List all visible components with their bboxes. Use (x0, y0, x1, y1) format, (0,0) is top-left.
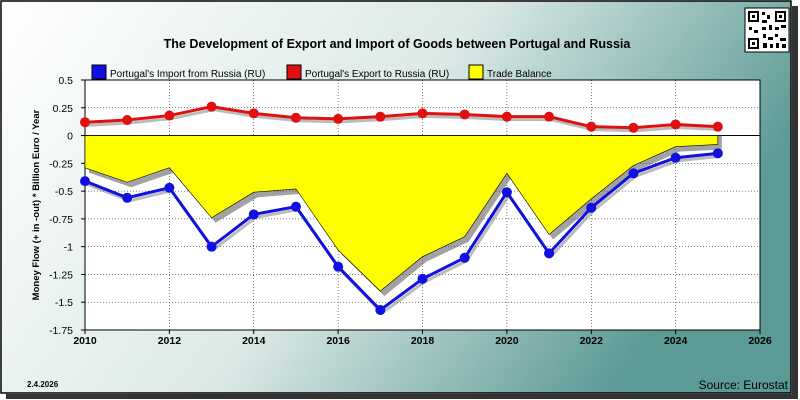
export-point (80, 117, 90, 128)
y-tick-label: -0.25 (49, 158, 73, 170)
x-tick-label: 2022 (580, 335, 604, 347)
export-point (628, 122, 639, 133)
export-point (670, 119, 681, 130)
source-label: Source: Eurostat (699, 378, 789, 392)
import-point (80, 176, 90, 187)
export-point (417, 108, 428, 119)
y-tick-label: -0.5 (55, 186, 73, 198)
export-point (501, 111, 512, 122)
import-point (248, 209, 259, 220)
export-point (122, 115, 133, 125)
import-point (122, 192, 133, 203)
x-tick-label: 2010 (73, 335, 97, 347)
y-tick-label: 0 (67, 131, 73, 143)
import-series-line (84, 151, 718, 312)
export-point (290, 112, 301, 123)
legend-swatch-import (91, 64, 107, 80)
export-point (164, 110, 175, 121)
legend-swatch-export (286, 64, 302, 80)
export-point (375, 111, 386, 122)
import-point (628, 168, 639, 179)
y-tick-label: -1.25 (49, 269, 73, 281)
chart-title: The Development of Export and Import of … (164, 37, 632, 51)
y-tick-label: -1.5 (55, 297, 73, 309)
x-tick-label: 2012 (158, 335, 182, 347)
export-series-line (84, 105, 718, 130)
qr-code-icon (744, 7, 790, 53)
legend-swatch-balance (468, 64, 484, 80)
y-axis-label: Money Flow (+ in -out) * Billion Euro / … (31, 109, 42, 300)
import-point (417, 273, 428, 284)
series-markers (80, 101, 723, 315)
frame-shadow-right (792, 6, 798, 398)
export-point (206, 101, 217, 112)
import-point (670, 152, 681, 163)
y-tick-label: 0.5 (58, 75, 73, 87)
export-point (459, 109, 470, 120)
export-point (248, 108, 259, 119)
import-point (206, 241, 217, 252)
x-tick-label: 2024 (664, 335, 688, 347)
x-tick-label: 2016 (326, 335, 350, 347)
import-point (712, 148, 723, 159)
trade-balance-area (84, 135, 722, 297)
import-point (544, 248, 555, 259)
trade-balance-area-fill (84, 135, 719, 292)
import-point (459, 252, 470, 263)
legend: Portugal's Import from Russia (RU) Portu… (91, 64, 552, 80)
x-tick-label: 2020 (495, 335, 519, 347)
import-point (164, 182, 175, 193)
y-tick-label: -1.75 (49, 325, 73, 337)
axis-ticks: 0.50.250-0.25-0.5-0.75-1-1.25-1.5-1.7520… (49, 75, 772, 347)
x-tick-label: 2018 (411, 335, 435, 347)
x-tick-label: 2026 (748, 335, 772, 347)
frame-shadow-bottom (6, 394, 798, 399)
y-tick-label: -1 (64, 242, 73, 254)
export-series-shadow (86, 108, 720, 133)
export-point (586, 121, 597, 132)
import-point (375, 305, 386, 315)
legend-label-balance: Trade Balance (487, 69, 552, 80)
export-point (544, 111, 555, 122)
import-point (586, 202, 597, 213)
import-point (290, 201, 301, 212)
import-point (501, 187, 512, 198)
export-point (333, 113, 344, 124)
x-tick-label: 2014 (242, 335, 266, 347)
legend-label-import: Portugal's Import from Russia (RU) (110, 69, 265, 80)
y-tick-label: -0.75 (49, 214, 73, 226)
series-lines (84, 105, 720, 315)
legend-label-export: Portugal's Export to Russia (RU) (305, 69, 449, 80)
import-point (333, 261, 344, 272)
date-label: 2.4.2026 (27, 380, 59, 389)
y-tick-label: 0.25 (53, 103, 74, 115)
export-point (712, 121, 723, 132)
